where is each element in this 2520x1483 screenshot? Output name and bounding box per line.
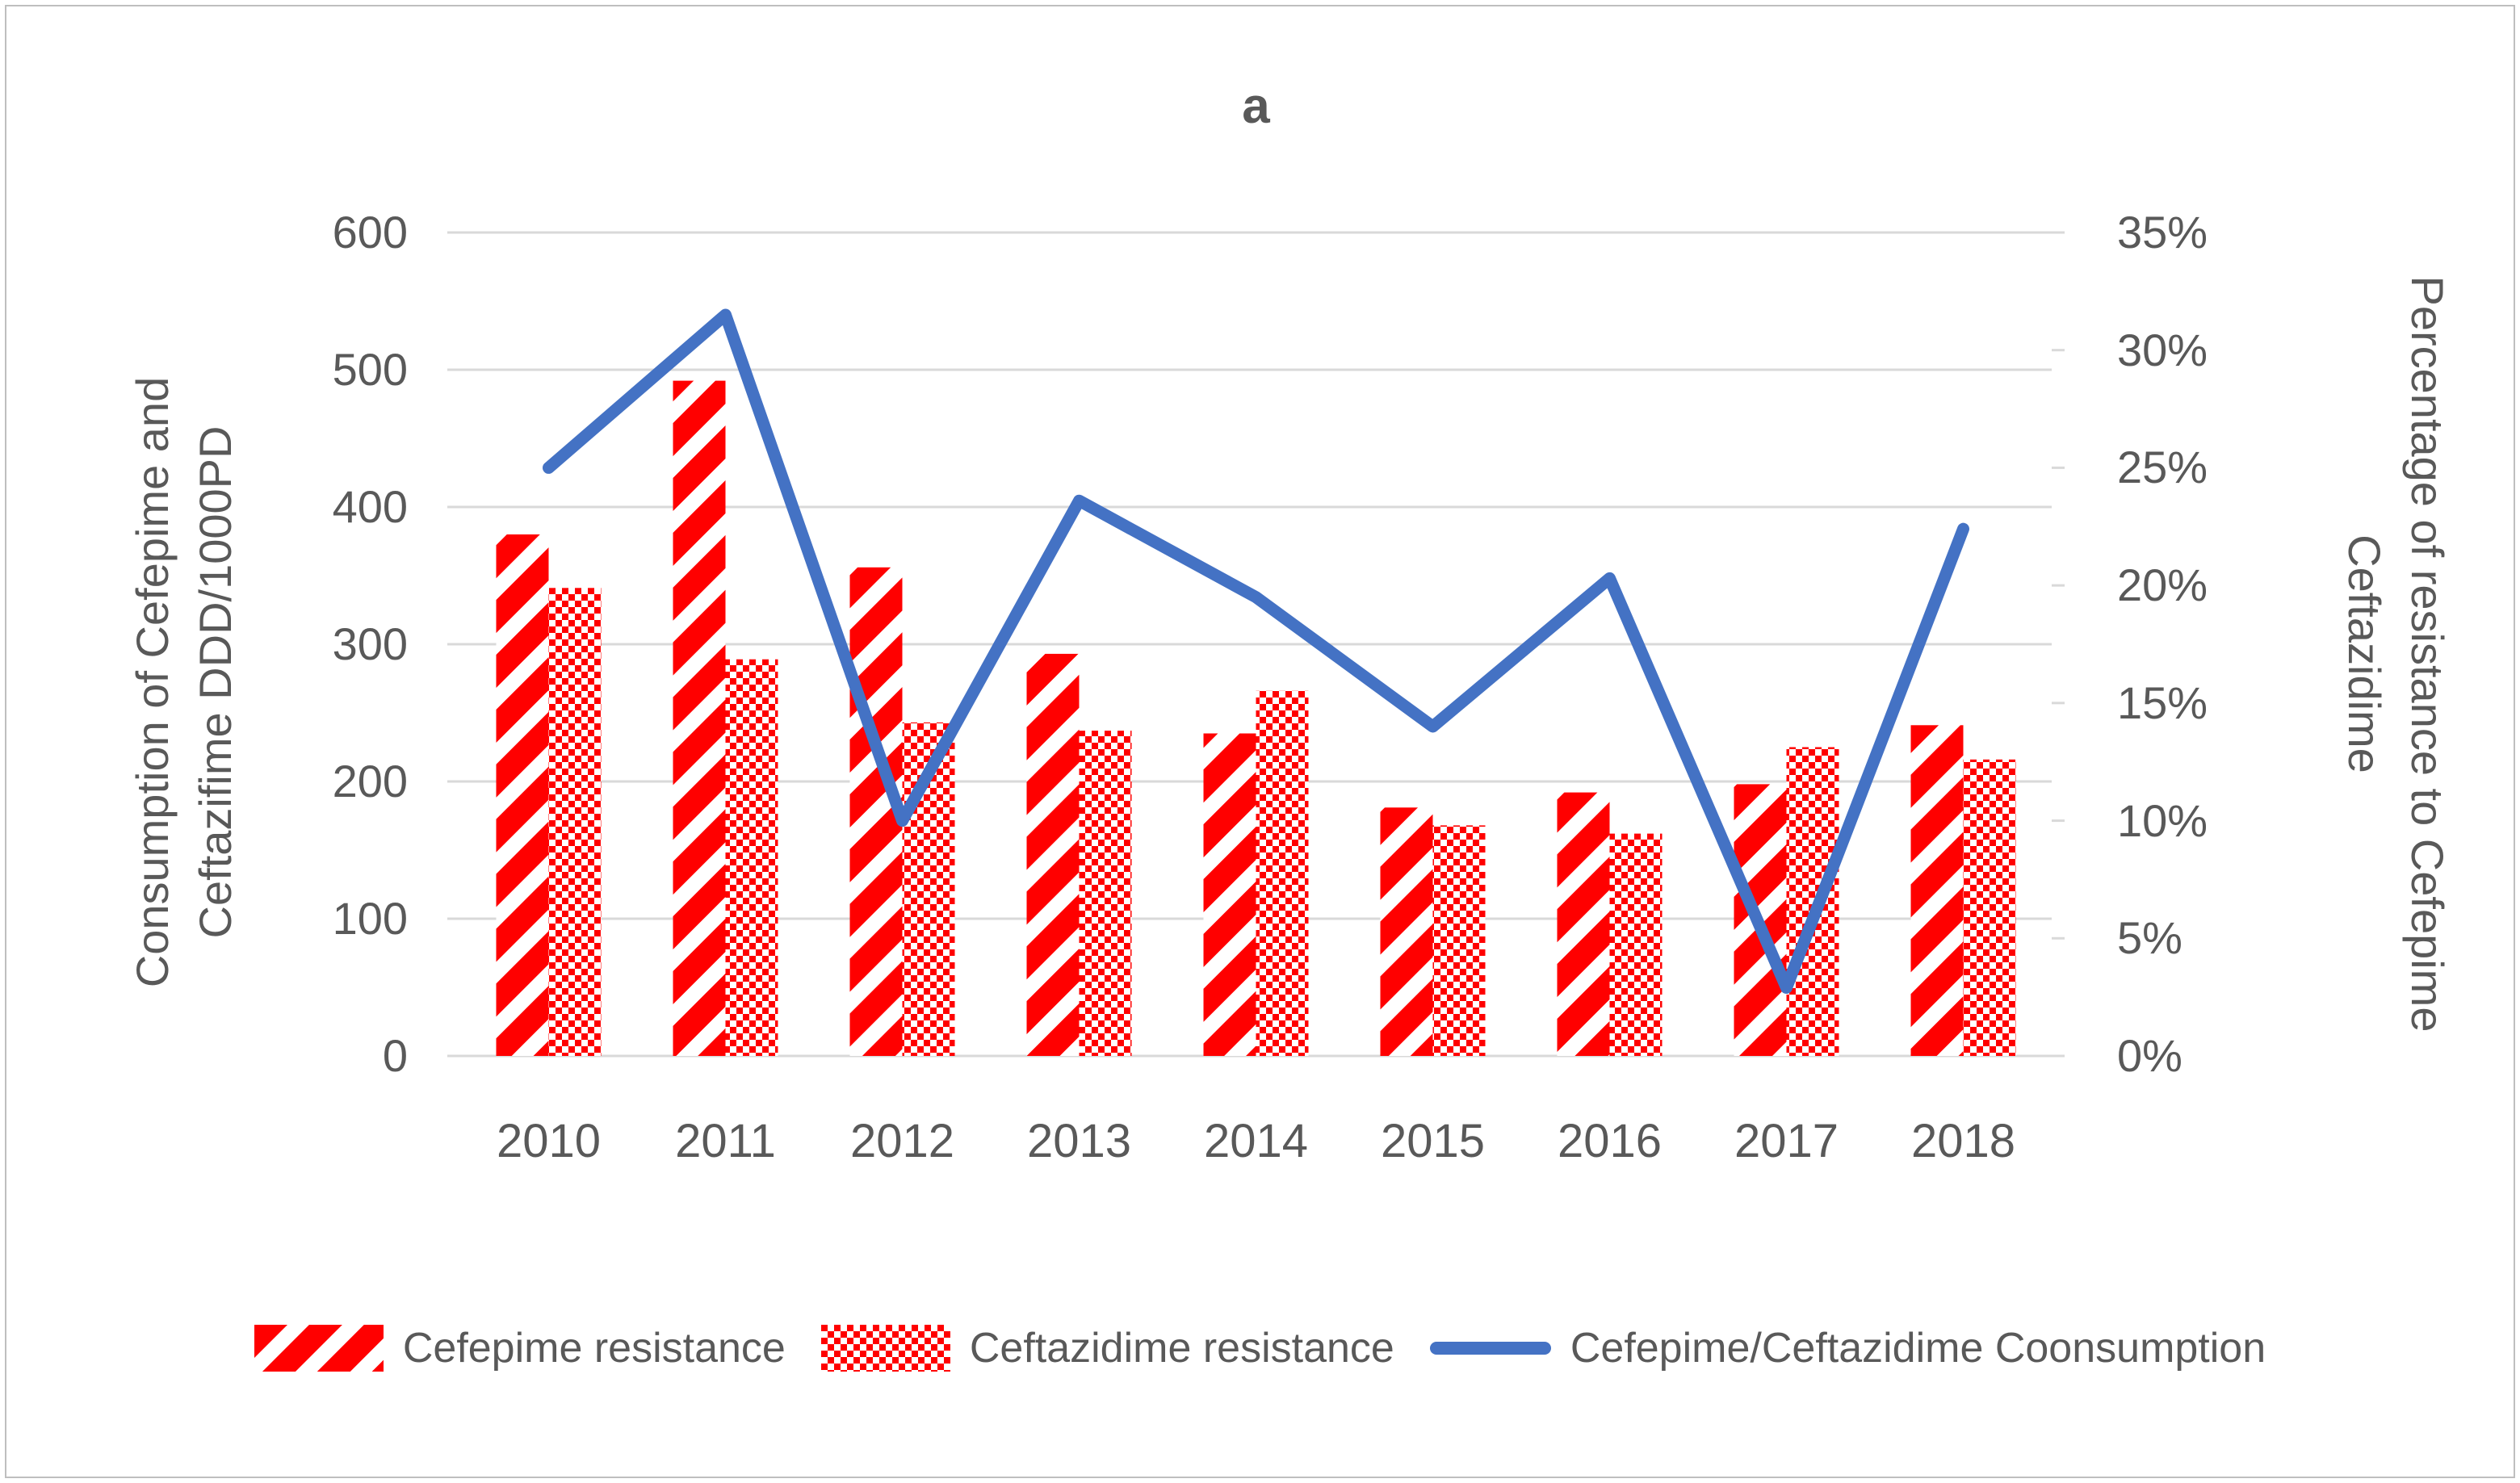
right-axis-tick-label: 5% <box>2117 912 2182 964</box>
x-axis-category-label: 2015 <box>1380 1115 1486 1167</box>
legend-label-cefepime-resistance: Cefepime resistance <box>402 1325 786 1372</box>
left-axis-tick-label: 300 <box>332 618 408 669</box>
left-axis-tick-label: 600 <box>332 207 408 258</box>
x-axis-category-label: 2013 <box>1026 1115 1132 1167</box>
x-axis-category-label: 2011 <box>675 1115 776 1167</box>
checker-swatch-icon <box>820 1325 950 1372</box>
right-axis-tick-label: 10% <box>2117 794 2208 846</box>
stripe-swatch-icon <box>254 1325 384 1372</box>
x-axis-category-label: 2017 <box>1734 1115 1839 1167</box>
right-axis-tick-label: 0% <box>2117 1030 2182 1081</box>
x-axis-category-label: 2018 <box>1910 1115 2016 1167</box>
line-swatch-icon <box>1429 1342 1551 1355</box>
right-axis-tick-label: 25% <box>2117 442 2208 493</box>
legend-item-ceftazidime-resistance: Ceftazidime resistance <box>820 1324 1394 1372</box>
x-axis-category-label: 2010 <box>496 1115 602 1167</box>
x-axis-category-label: 2014 <box>1203 1115 1309 1167</box>
right-axis-tick-label: 35% <box>2117 207 2208 258</box>
right-axis-tick-label: 30% <box>2117 324 2208 375</box>
right-axis-tick-label: 15% <box>2117 677 2208 728</box>
left-axis-tick-label: 100 <box>332 893 408 944</box>
x-axis-category-label: 2012 <box>849 1115 955 1167</box>
chart-title: a <box>1242 78 1270 134</box>
x-axis-category-label: 2016 <box>1557 1115 1663 1167</box>
legend-item-cefepime-resistance: Cefepime resistance <box>254 1324 786 1372</box>
left-axis-tick-label: 500 <box>332 344 408 395</box>
left-axis-tick-label: 200 <box>332 756 408 806</box>
left-axis-tick-label: 0 <box>382 1030 408 1081</box>
legend-label-consumption: Cefepime/Ceftazidime Coonsumption <box>1570 1325 2266 1372</box>
legend: Cefepime resistance Ceftazidime resistan… <box>0 1312 2520 1385</box>
right-axis-tick-label: 20% <box>2117 559 2208 611</box>
legend-item-consumption-line: Cefepime/Ceftazidime Coonsumption <box>1429 1324 2266 1372</box>
left-axis-tick-label: 400 <box>332 481 408 532</box>
legend-label-ceftazidime-resistance: Ceftazidime resistance <box>969 1325 1394 1372</box>
